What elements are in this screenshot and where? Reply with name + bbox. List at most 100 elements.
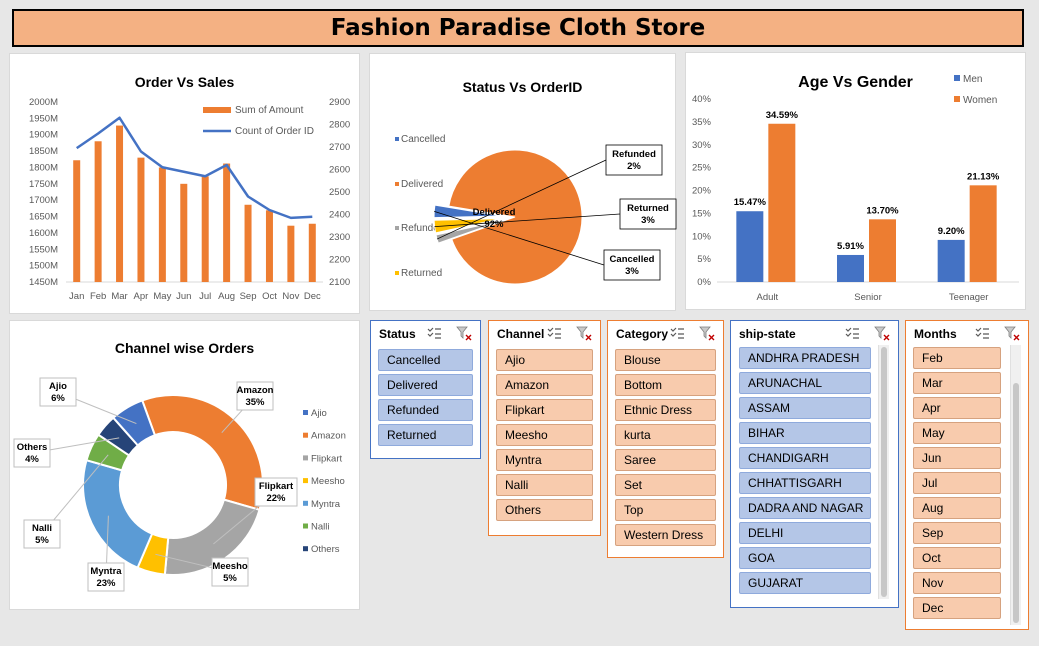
y-right-tick: 2200 [329, 255, 350, 266]
status-option[interactable]: Cancelled [378, 349, 473, 371]
channel-option[interactable]: Nalli [496, 474, 593, 496]
multi-select-icon[interactable] [974, 325, 990, 346]
y-right-tick: 2600 [329, 165, 350, 176]
legend-label: Others [311, 544, 340, 555]
ship-state-option[interactable]: GUJARAT [739, 572, 871, 594]
month-option[interactable]: Mar [913, 372, 1001, 394]
channel-option[interactable]: Meesho [496, 424, 593, 446]
order-count-line [76, 116, 313, 220]
ship-state-option[interactable]: ASSAM [739, 397, 871, 419]
clear-filter-icon[interactable] [1004, 325, 1020, 346]
ship-state-option[interactable]: ANDHRA PRADESH [739, 347, 871, 369]
status-option[interactable]: Refunded [378, 399, 473, 421]
month-option[interactable]: Sep [913, 522, 1001, 544]
legend-label: Amazon [311, 431, 346, 442]
callout-label: Meesho [212, 561, 248, 572]
clear-filter-icon[interactable] [874, 325, 890, 346]
channel-slicer[interactable]: Channel Ajio Amazon Flipkart Meesho Myntra Nal… [488, 320, 601, 536]
data-label: 13.70% [866, 205, 899, 216]
category-option[interactable]: Western Dress [615, 524, 716, 546]
channel-option[interactable]: Flipkart [496, 399, 593, 421]
x-tick: Mar [111, 291, 127, 302]
callout-box [236, 381, 274, 411]
men-bar [937, 239, 965, 282]
channel-option[interactable]: Amazon [496, 374, 593, 396]
clear-filter-icon[interactable] [456, 325, 472, 346]
month-option[interactable]: Nov [913, 572, 1001, 594]
channel-donut-plot: Ajio Amazon Flipkart Meesho Myntra Nalli Other… [13, 377, 346, 592]
order-vs-sales-chart[interactable]: Order Vs Sales 2000M 1950M 1900M 1850M 1800M… [9, 53, 360, 314]
status-vs-orderid-chart[interactable]: Status Vs OrderID Cancelled Delivered Refu… [369, 53, 677, 311]
status-slice [448, 149, 583, 285]
multi-select-icon[interactable] [669, 325, 685, 346]
ship-state-option[interactable]: CHHATTISGARH [739, 472, 871, 494]
multi-select-icon[interactable] [426, 325, 442, 346]
months-slicer[interactable]: Months Feb Mar Apr May Jun Jul Aug Sep Oct Nov Dec [905, 320, 1029, 630]
multi-select-icon[interactable] [546, 325, 562, 346]
callout-box [211, 557, 249, 587]
amount-bar [223, 163, 231, 282]
callout-box [39, 377, 77, 407]
y-left-tick: 1500M [29, 261, 58, 272]
category-option[interactable]: Ethnic Dress [615, 399, 716, 421]
channel-option[interactable]: Myntra [496, 449, 593, 471]
slicer-scrollbar[interactable] [1010, 345, 1021, 625]
scrollbar-thumb[interactable] [881, 347, 887, 597]
channel-option[interactable]: Others [496, 499, 593, 521]
legend-swatch [395, 226, 399, 230]
channel-wise-orders-chart[interactable]: Channel wise Orders Ajio Amazon Flipkart Me… [9, 320, 360, 610]
month-option[interactable]: Apr [913, 397, 1001, 419]
amount-bar [94, 141, 102, 282]
ship-state-option[interactable]: ARUNACHAL PRADESH [739, 372, 871, 410]
month-option[interactable]: Oct [913, 547, 1001, 569]
month-option[interactable]: Aug [913, 497, 1001, 519]
category-option[interactable]: Blouse [615, 349, 716, 371]
clear-filter-icon[interactable] [576, 325, 592, 346]
ship-state-option[interactable]: GOA [739, 547, 871, 569]
slicer-title: Status [379, 327, 416, 341]
legend-label: Cancelled [401, 134, 445, 145]
ship-state-option[interactable]: CHANDIGARH [739, 447, 871, 469]
legend-swatch [303, 500, 308, 506]
slicer-scrollbar[interactable] [878, 345, 889, 599]
channel-option[interactable]: Ajio [496, 349, 593, 371]
callout-label: Others [17, 442, 48, 453]
category-option[interactable]: Top [615, 499, 716, 521]
legend-swatch [395, 137, 399, 141]
category-slicer[interactable]: Category Blouse Bottom Ethnic Dress kurta Sar… [607, 320, 724, 558]
month-option[interactable]: May [913, 422, 1001, 444]
ship-state-option[interactable]: DADRA AND NAGAR [739, 497, 871, 519]
month-option[interactable]: Jul [913, 472, 1001, 494]
clear-filter-icon[interactable] [699, 325, 715, 346]
status-slicer[interactable]: Status Cancelled Delivered Refunded Returned [370, 320, 481, 459]
slice-label: 92% [484, 219, 504, 230]
category-option[interactable]: Bottom [615, 374, 716, 396]
month-option[interactable]: Feb [913, 347, 1001, 369]
chart-title: Order Vs Sales [134, 74, 235, 90]
category-option[interactable]: Set [615, 474, 716, 496]
ship-state-slicer[interactable]: ship-state ANDHRA PRADESH ARUNACHAL PRADES… [730, 320, 899, 608]
x-tick: Adult [757, 292, 779, 303]
callout-label: Ajio [49, 381, 67, 392]
status-option[interactable]: Returned [378, 424, 473, 446]
age-vs-gender-chart[interactable]: Age Vs Gender 40% 35% 30% 25% 20% 15% 10% 5% 0% 1… [685, 52, 1026, 310]
y-right-tick: 2900 [329, 97, 350, 108]
scrollbar-thumb[interactable] [1013, 383, 1019, 623]
month-option[interactable]: Jun [913, 447, 1001, 469]
x-tick: Dec [304, 291, 321, 302]
amount-bar [180, 183, 188, 282]
women-bar [969, 185, 997, 282]
channel-slice [82, 458, 154, 570]
callout-leader [434, 210, 605, 266]
amount-bar [287, 225, 295, 282]
ship-state-option[interactable]: BIHAR [739, 422, 871, 444]
multi-select-icon[interactable] [844, 325, 860, 346]
category-option[interactable]: kurta [615, 424, 716, 446]
status-option[interactable]: Delivered [378, 374, 473, 396]
slicer-title: ship-state [739, 327, 796, 341]
legend-men: Men [963, 74, 982, 85]
month-option[interactable]: Dec [913, 597, 1001, 619]
category-option[interactable]: Saree [615, 449, 716, 471]
ship-state-option[interactable]: DELHI [739, 522, 871, 544]
callout-box [87, 562, 125, 592]
